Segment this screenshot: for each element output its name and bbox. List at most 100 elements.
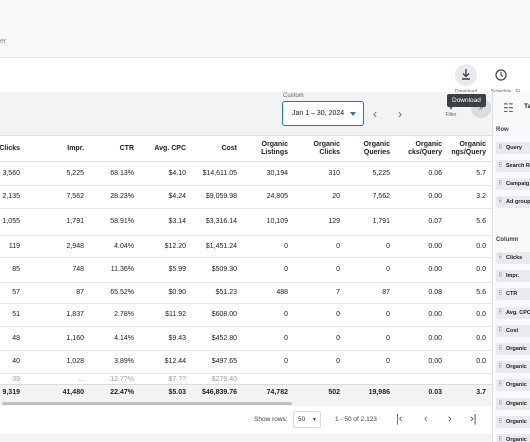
table-cell: 3,560 [2,169,20,177]
column-metric-chip[interactable]: Impr. [496,270,530,283]
table-cell: 2.78% [114,311,134,318]
table-cell: 3.89% [114,358,134,365]
table-row[interactable]: 119 2,948 4.04% $12.20 $1,451.24 0 0 0 0.00 0.0 [0,236,492,258]
table-cell: 7,562 [66,193,84,200]
table-cell: 0 [386,242,390,250]
column-metric-chip[interactable]: Avg. CPC [496,306,530,319]
header-tail-text: er [0,38,7,45]
row-dimension-chip[interactable]: Ad group [496,196,530,208]
date-range-value: Jan 1 – 30, 2024 [292,110,345,117]
table-cell: 7 [336,289,340,296]
rows-per-page-select[interactable]: 50 ▼ [293,411,321,428]
data-table: Clicks Impr. CTR Avg. CPC Cost Organic Listin… [0,136,492,384]
column-metric-chip[interactable]: Organic [496,415,530,428]
table-cell: 0 [284,242,288,250]
table-cell: $12.20 [164,242,186,250]
total-cell: 9,319 [2,389,20,396]
column-metric-chip[interactable]: Organic [496,434,530,442]
column-header[interactable]: CTR [119,145,134,152]
table-cell: 0 [336,242,340,250]
table-cell: 0 [336,358,340,365]
table-cell: 1,791 [372,218,390,225]
table-cell: 0.06 [428,169,442,177]
table-cell: 58.91% [110,218,134,225]
column-header[interactable]: Avg. CPC [154,145,186,152]
table-cell: $509.30 [211,266,237,273]
column-metric-chip[interactable]: Organic [496,379,530,392]
top-header: er [0,0,530,58]
table-cell: 0.07 [428,218,442,225]
row-dimension-chip[interactable]: Search R [496,160,530,172]
schedule-button[interactable]: Schedule [484,64,518,95]
next-period-button[interactable]: › [398,107,402,121]
column-metric-chip[interactable]: Clicks [496,252,530,264]
table-row[interactable]: 51 1,837 2.78% $11.92 $608.00 0 0 0 0.00 0.0 [0,304,492,327]
column-header[interactable]: Cost [221,145,237,152]
column-header[interactable]: Organic Queries [363,141,390,156]
column-metric-chip[interactable]: Organic [496,343,530,355]
total-cell: 41,480 [62,389,84,396]
table-cell: $11.92 [165,311,186,318]
table-cell: 4.04% [114,242,134,250]
table-cell: 11.36% [110,266,134,273]
table-cell: $1,451.24 [205,242,237,250]
table-cell: 5.6 [476,289,486,296]
table-cell: $4.24 [168,193,186,200]
column-metric-chip[interactable]: Organic [496,397,530,410]
table-cell: 1,791 [66,218,84,225]
custom-label: Custom [283,93,304,99]
table-cell: 0.0 [476,311,486,318]
column-header[interactable]: Clicks [0,145,20,152]
column-metric-chip[interactable]: Cost [496,324,530,337]
table-cell: 85 [12,266,20,273]
table-cell: $452.80 [211,334,237,342]
download-tooltip: Download [447,94,486,107]
table-cell: 0 [386,334,390,342]
table-cell: 0.0 [476,266,486,273]
table-cell: ... [78,375,84,383]
first-page-button[interactable]: |‹ [396,413,403,425]
column-header[interactable]: Organic ngs/Query [451,141,486,156]
column-section-label: Column [496,237,519,243]
download-button[interactable]: Download [449,64,483,95]
next-page-button[interactable]: › [448,413,452,425]
total-cell: $5.03 [168,389,186,396]
table-cell: 0 [386,311,390,318]
table-cell: 0 [284,266,288,273]
table-cell: 51 [12,311,20,318]
table-row[interactable]: 57 87 65.52% $0.90 $51.23 488 7 87 0.08 5.6 [0,283,492,304]
table-row[interactable]: 40 1,028 3.89% $12.44 $497.65 0 0 0 0.00 0.0 [0,351,492,374]
filter-button[interactable]: ▼ Filter [443,102,459,118]
table-cell: $7.?? [168,375,186,383]
column-metric-chip[interactable]: CTR [496,288,530,301]
scrollbar-thumb[interactable] [2,402,292,405]
table-cell: $9.43 [168,334,186,342]
last-page-button[interactable]: ›| [470,413,477,425]
table-cell: 0 [336,266,340,273]
column-header[interactable]: Impr. [67,145,84,152]
column-header[interactable]: Organic cks/Query [408,141,442,156]
table-row[interactable]: 48 1,160 4.14% $9.43 $452.80 0 0 0 0.00 0.0 [0,327,492,351]
table-cell: 0.00 [428,334,442,342]
date-range-select[interactable]: Jan 1 – 30, 2024 [282,101,364,126]
table-row[interactable]: 2,135 7,562 28.23% $4.24 $9,059.98 24,805 20 7,… [0,186,492,209]
column-metric-chip[interactable]: Organic [496,361,530,374]
column-header[interactable]: Organic Listings [261,141,288,156]
row-dimension-chip[interactable]: Query [496,142,530,154]
table-cell: 0.0 [476,334,486,342]
table-cell: 28.23% [110,193,134,200]
table-row[interactable]: 3,560 5,225 68.13% $4.10 $14,611.05 30,194 310… [0,162,492,186]
table-cell: $5.99 [168,266,186,273]
column-header[interactable]: Organic Clicks [313,141,340,156]
table-cell: 5,225 [66,169,84,177]
fullscreen-button[interactable]: Fi [516,64,530,95]
table-row[interactable]: 1,055 1,791 58.91% $3.14 $3,316.14 10,109 129 1… [0,209,492,236]
previous-page-button[interactable]: ‹ [424,413,428,425]
table-row[interactable]: 39... 12.7?% $7.?? $279.40 [0,374,492,384]
table-cell: 0.00 [428,311,442,318]
row-dimension-chip[interactable]: Campaig [496,178,530,190]
previous-period-button[interactable]: ‹ [373,107,377,121]
horizontal-scrollbar[interactable] [0,401,492,406]
date-filter-bar: Custom Jan 1 – 30, 2024 ‹ › ▼ Filter » [0,92,495,136]
table-row[interactable]: 85 748 11.36% $5.99 $509.30 0 0 0 0.00 0.0 [0,258,492,283]
